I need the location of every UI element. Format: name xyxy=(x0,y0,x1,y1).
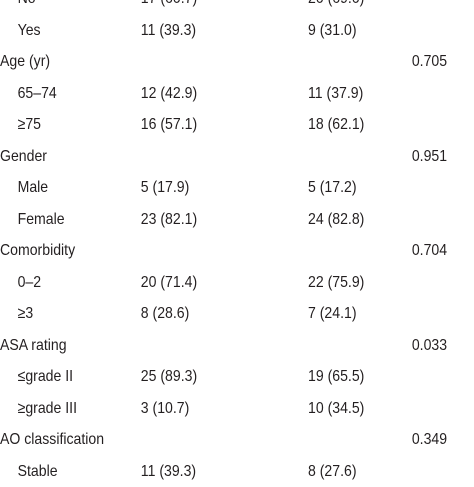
group2-value: 5 (17.2) xyxy=(308,172,357,204)
table-row: Comorbidity 0.704 xyxy=(0,235,417,267)
group1-value: 17 (60.7) xyxy=(141,0,197,15)
group1-value: 16 (57.1) xyxy=(141,109,197,141)
table-row: 0–2 20 (71.4) 22 (75.9) xyxy=(0,267,417,299)
group1-value: 23 (82.1) xyxy=(141,204,197,236)
row-label: 0–2 xyxy=(18,267,41,299)
group1-value: 8 (28.6) xyxy=(141,298,190,330)
group2-value: 18 (62.1) xyxy=(308,109,364,141)
group2-value: 10 (34.5) xyxy=(308,393,364,425)
table-row: ≥grade III 3 (10.7) 10 (34.5) xyxy=(0,393,417,425)
category-heading: Gender xyxy=(0,141,47,173)
table-row: AO classification 0.349 xyxy=(0,424,417,456)
row-label: ≥75 xyxy=(18,109,41,141)
group2-value: 22 (75.9) xyxy=(308,267,364,299)
p-value: 0.704 xyxy=(412,235,447,267)
group2-value: 20 (69.0) xyxy=(308,0,364,15)
table-row: Age (yr) 0.705 xyxy=(0,46,417,78)
row-label: ≥3 xyxy=(18,298,34,330)
table-row: ≤grade II 25 (89.3) 19 (65.5) xyxy=(0,361,417,393)
category-heading: Age (yr) xyxy=(0,46,50,78)
group1-value: 11 (39.3) xyxy=(141,15,196,47)
p-value: 0.033 xyxy=(412,330,447,362)
group2-value: 19 (65.5) xyxy=(308,361,364,393)
table-row: Stable 11 (39.3) 8 (27.6) xyxy=(0,456,417,487)
group1-value: 20 (71.4) xyxy=(141,267,197,299)
row-label: 65–74 xyxy=(18,78,57,110)
p-value: 0.951 xyxy=(412,141,447,173)
table-row: Male 5 (17.9) 5 (17.2) xyxy=(0,172,417,204)
category-heading: Comorbidity xyxy=(0,235,75,267)
table-row: ASA rating 0.033 xyxy=(0,330,417,362)
group2-value: 11 (37.9) xyxy=(308,78,363,110)
group1-value: 11 (39.3) xyxy=(141,456,196,487)
row-label: ≤grade II xyxy=(18,361,73,393)
group1-value: 25 (89.3) xyxy=(141,361,197,393)
table-row: No 17 (60.7) 20 (69.0) xyxy=(0,0,417,15)
category-heading: AO classification xyxy=(0,424,104,456)
p-value: 0.349 xyxy=(412,424,447,456)
table-row: ≥75 16 (57.1) 18 (62.1) xyxy=(0,109,417,141)
row-label: ≥grade III xyxy=(18,393,77,425)
row-label: Female xyxy=(18,204,65,236)
table-row: Female 23 (82.1) 24 (82.8) xyxy=(0,204,417,236)
p-value: 0.705 xyxy=(412,46,447,78)
table-row: Yes 11 (39.3) 9 (31.0) xyxy=(0,15,417,47)
table-row: 65–74 12 (42.9) 11 (37.9) xyxy=(0,78,417,110)
row-label: Male xyxy=(18,172,49,204)
group2-value: 9 (31.0) xyxy=(308,15,357,47)
table-row: Gender 0.951 xyxy=(0,141,417,173)
group1-value: 12 (42.9) xyxy=(141,78,197,110)
row-label: Yes xyxy=(18,15,41,47)
group2-value: 8 (27.6) xyxy=(308,456,357,487)
group1-value: 5 (17.9) xyxy=(141,172,190,204)
row-label: No xyxy=(18,0,36,15)
table-row: ≥3 8 (28.6) 7 (24.1) xyxy=(0,298,417,330)
group1-value: 3 (10.7) xyxy=(141,393,190,425)
group2-value: 7 (24.1) xyxy=(308,298,357,330)
category-heading: ASA rating xyxy=(0,330,67,362)
group2-value: 24 (82.8) xyxy=(308,204,364,236)
row-label: Stable xyxy=(18,456,58,487)
